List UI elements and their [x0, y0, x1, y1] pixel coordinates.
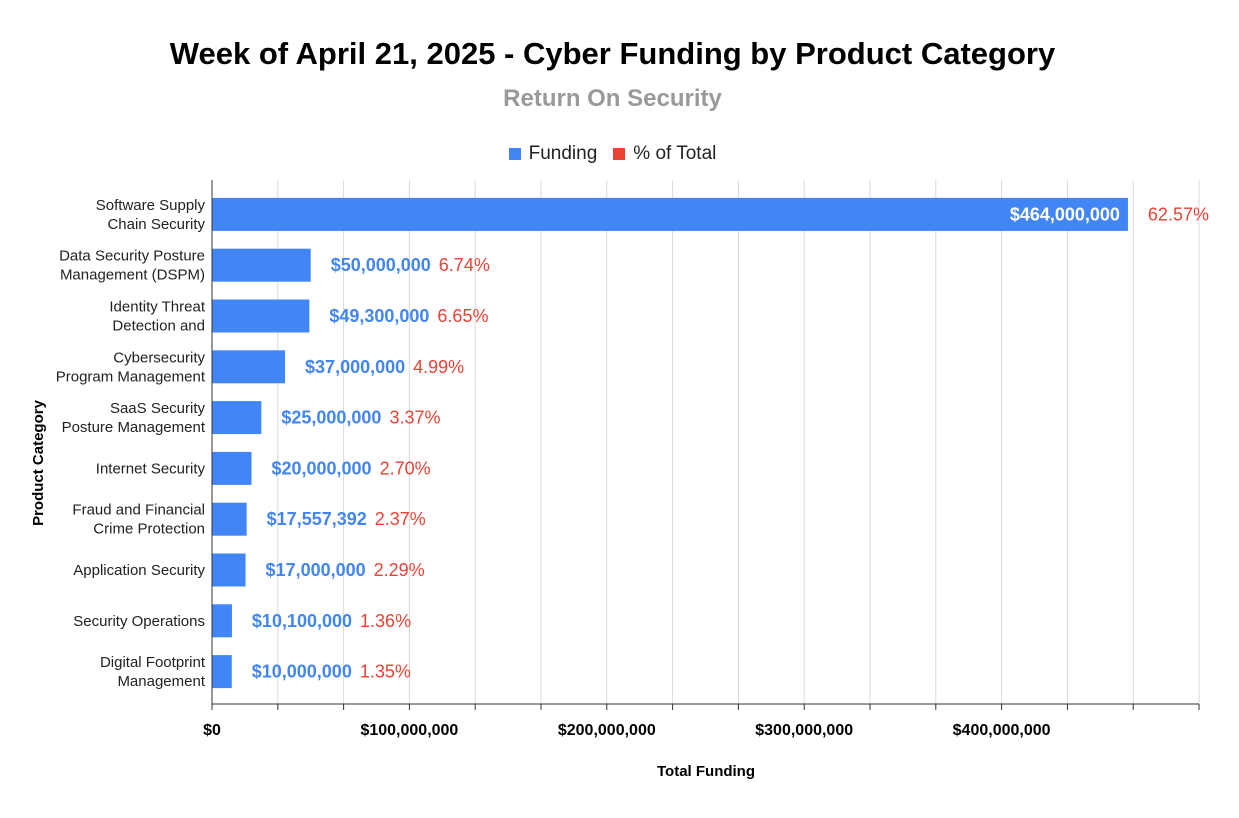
data-label-funding: $37,000,000	[305, 357, 405, 377]
y-tick-label: Management (DSPM)	[60, 267, 205, 284]
data-label-funding: $49,300,000	[329, 306, 429, 326]
legend-swatch-funding	[508, 148, 521, 160]
x-axis-title: Total Funding	[657, 763, 755, 780]
y-tick-label: Internet Security	[96, 460, 206, 477]
data-label-percent: 1.35%	[360, 662, 411, 682]
bars	[212, 197, 1128, 689]
legend-item-percent: % of Total	[613, 143, 716, 165]
data-label-funding: $20,000,000	[271, 458, 371, 478]
data-label-funding: $50,000,000	[331, 255, 431, 275]
x-tick-label: $400,000,000	[953, 722, 1051, 739]
bar	[212, 604, 232, 638]
data-label-funding: $25,000,000	[281, 408, 381, 428]
bar	[212, 451, 252, 485]
chart-title: Week of April 21, 2025 - Cyber Funding b…	[169, 36, 1056, 71]
legend-label-funding: Funding	[528, 143, 598, 164]
y-tick-label: Detection and	[112, 318, 205, 335]
data-label-funding: $10,000,000	[252, 662, 352, 682]
data-label-funding: $10,100,000	[252, 611, 352, 631]
y-tick-label: Program Management	[56, 368, 206, 385]
labels: Software Supply Chain Security $464,000,00…	[56, 197, 1209, 690]
y-tick-label: Security Operations	[73, 613, 205, 630]
y-tick-label: Software Supply	[96, 197, 206, 214]
data-label-percent: 1.36%	[360, 611, 411, 631]
data-label-percent: 2.37%	[375, 509, 426, 529]
y-tick-label: Management	[117, 673, 205, 690]
y-tick-label: Digital Footprint	[100, 654, 206, 671]
y-tick-label: Chain Security	[107, 216, 205, 233]
bar	[212, 502, 247, 536]
legend-item-funding: Funding	[508, 143, 598, 165]
x-tick-label: $0	[203, 722, 221, 739]
data-label-percent: 2.29%	[374, 560, 425, 580]
data-label-funding: $17,557,392	[267, 509, 367, 529]
data-label-percent: 62.57%	[1148, 204, 1209, 224]
data-label-percent: 6.74%	[439, 255, 490, 275]
data-label-funding: $17,000,000	[266, 560, 366, 580]
bar	[212, 401, 262, 435]
axes: $0 $100,000,000 $200,000,000 $300,000,000 $4…	[203, 180, 1200, 739]
chart-subtitle: Return On Security	[503, 85, 722, 112]
y-axis-title: Product Category	[30, 399, 47, 526]
bar	[212, 299, 310, 333]
y-tick-label: Crime Protection	[93, 521, 205, 538]
x-tick-label: $100,000,000	[360, 722, 458, 739]
legend-swatch-percent	[613, 148, 626, 160]
data-label-funding: $464,000,000	[1010, 204, 1120, 224]
y-tick-label: Identity Threat	[109, 299, 205, 316]
y-tick-label: Data Security Posture	[59, 248, 205, 265]
y-tick-label: Cybersecurity	[113, 349, 205, 366]
y-tick-label: Application Security	[73, 562, 205, 579]
data-label-percent: 6.65%	[437, 306, 488, 326]
bar	[212, 350, 286, 384]
x-tick-label: $300,000,000	[755, 722, 853, 739]
y-tick-label: SaaS Security	[110, 400, 206, 417]
y-tick-label: Posture Management	[62, 419, 206, 436]
y-tick-label: Fraud and Financial	[72, 502, 205, 519]
bar	[212, 655, 232, 689]
x-tick-label: $200,000,000	[558, 722, 656, 739]
data-label-percent: 2.70%	[380, 458, 431, 478]
data-label-percent: 3.37%	[389, 408, 440, 428]
data-label-percent: 4.99%	[413, 357, 464, 377]
legend-label-percent: % of Total	[633, 143, 717, 164]
bar	[212, 248, 311, 282]
chart-legend: Funding % of Total	[0, 143, 1225, 165]
bar	[212, 553, 246, 587]
bar	[212, 197, 1128, 231]
